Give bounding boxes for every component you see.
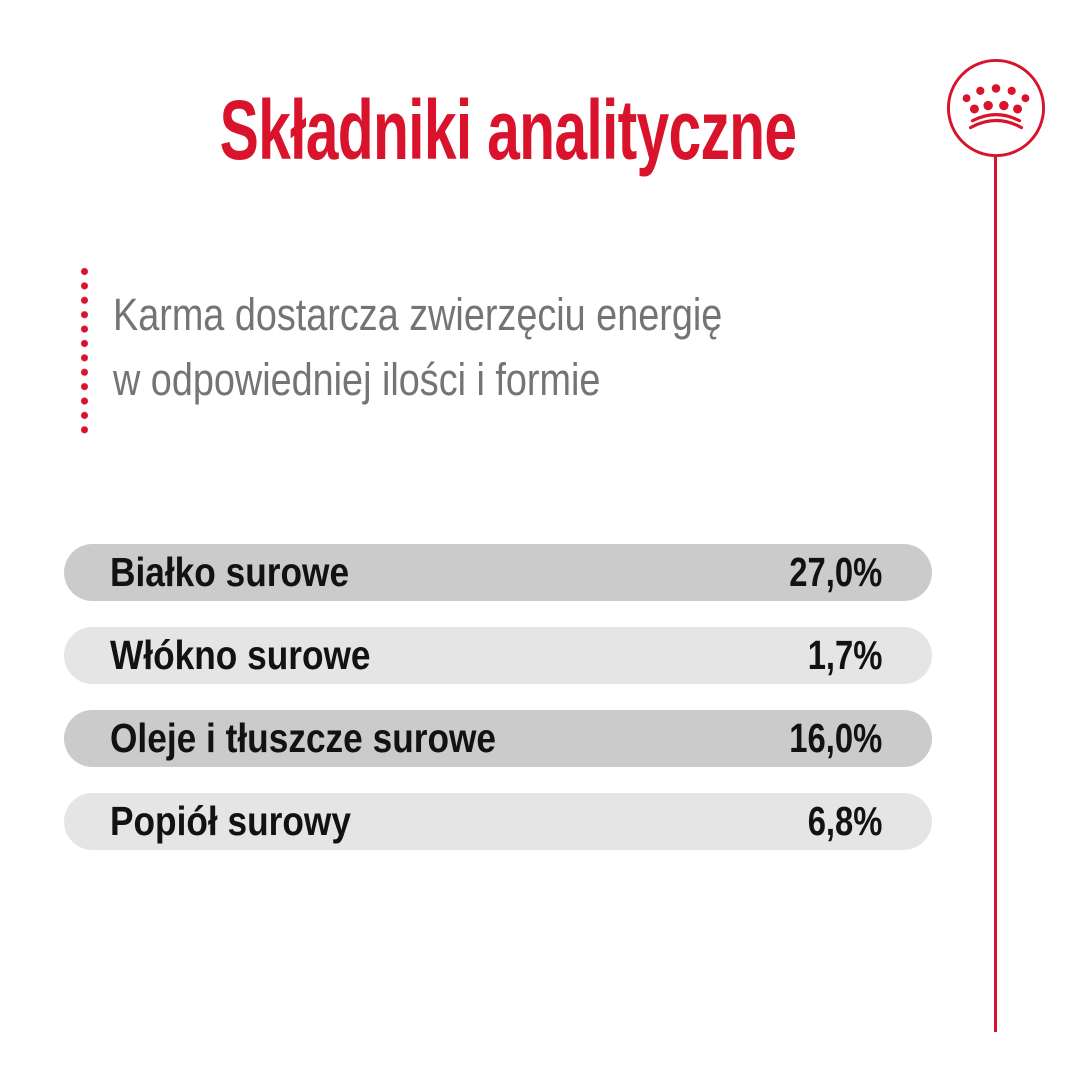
row-label: Oleje i tłuszcze surowe xyxy=(110,715,497,761)
intro-text: Karma dostarcza zwierzęciu energię w odp… xyxy=(113,283,722,413)
row-value: 27,0% xyxy=(788,549,882,595)
brand-vertical-line xyxy=(994,157,997,1032)
table-row-oleje-i-tluszcze: Oleje i tłuszcze surowe 16,0% xyxy=(64,710,932,767)
page-title: Składniki analityczne xyxy=(219,83,798,177)
analytical-constituents-table: Białko surowe 27,0% Włókno surowe 1,7% O… xyxy=(64,544,932,876)
row-value: 16,0% xyxy=(788,715,882,761)
intro-line-2: w odpowiedniej ilości i formie xyxy=(113,353,601,405)
row-label: Białko surowe xyxy=(110,549,350,595)
royal-canin-crown-icon xyxy=(946,58,1046,158)
row-label: Popiół surowy xyxy=(110,798,351,844)
table-row-bialko-surowe: Białko surowe 27,0% xyxy=(64,544,932,601)
dotted-accent-line-icon xyxy=(80,267,89,435)
row-value: 1,7% xyxy=(807,632,882,678)
table-row-wlokno-surowe: Włókno surowe 1,7% xyxy=(64,627,932,684)
table-row-popiol-surowy: Popiół surowy 6,8% xyxy=(64,793,932,850)
intro-line-1: Karma dostarcza zwierzęciu energię xyxy=(113,289,723,340)
row-label: Włókno surowe xyxy=(110,632,371,678)
row-value: 6,8% xyxy=(807,798,882,844)
